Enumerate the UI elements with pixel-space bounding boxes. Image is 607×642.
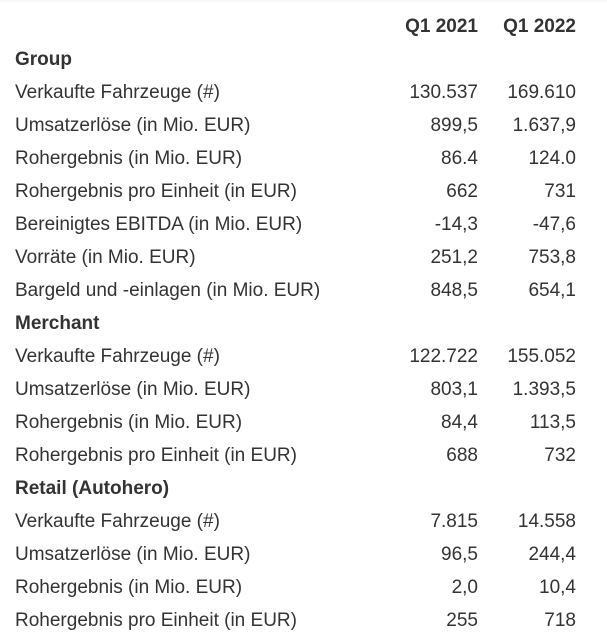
row-label: Bereinigtes EBITDA (in Mio. EUR) <box>15 214 303 235</box>
cell-value: 244,4 <box>528 544 576 565</box>
row-label: Rohergebnis pro Einheit (in EUR) <box>15 445 297 466</box>
table-row: Rohergebnis (in Mio. EUR) 86.4 124.0 <box>15 142 576 175</box>
cell-value: 7.815 <box>430 511 478 532</box>
table-row: Rohergebnis (in Mio. EUR) 84,4 113,5 <box>15 406 576 439</box>
row-label: Vorräte (in Mio. EUR) <box>15 247 196 268</box>
cell-value: 688 <box>446 445 478 466</box>
cell-value: 255 <box>446 610 478 631</box>
cell-value: 2,0 <box>451 577 478 598</box>
row-label: Bargeld und -einlagen (in Mio. EUR) <box>15 280 321 301</box>
row-label: Verkaufte Fahrzeuge (#) <box>15 82 220 103</box>
column-header: Q1 2022 <box>503 16 576 37</box>
cell-value: 718 <box>544 610 576 631</box>
table-row: Rohergebnis pro Einheit (in EUR) 688 732 <box>15 439 576 472</box>
cell-value: 848,5 <box>430 280 478 301</box>
cell-value: 122.722 <box>409 346 478 367</box>
row-label: Verkaufte Fahrzeuge (#) <box>15 346 220 367</box>
column-header-row: Q1 2021 Q1 2022 <box>15 10 576 43</box>
cell-value: 10,4 <box>539 577 576 598</box>
table-row: Rohergebnis (in Mio. EUR) 2,0 10,4 <box>15 571 576 604</box>
quarterly-results-table: Q1 2021 Q1 2022 Group Verkaufte Fahrzeuge … <box>15 10 576 637</box>
row-label: Umsatzerlöse (in Mio. EUR) <box>15 379 251 400</box>
row-label: Verkaufte Fahrzeuge (#) <box>15 511 220 532</box>
row-label: Umsatzerlöse (in Mio. EUR) <box>15 115 251 136</box>
table-row: Bereinigtes EBITDA (in Mio. EUR) -14,3 -47… <box>15 208 576 241</box>
cell-value: 251,2 <box>430 247 478 268</box>
row-label: Rohergebnis (in Mio. EUR) <box>15 412 243 433</box>
table-row: Umsatzerlöse (in Mio. EUR) 803,1 1.393,5 <box>15 373 576 406</box>
row-label: Rohergebnis (in Mio. EUR) <box>15 148 243 169</box>
cell-value: 84,4 <box>441 412 478 433</box>
cell-value: 654,1 <box>528 280 576 301</box>
cell-value: 124.0 <box>528 148 576 169</box>
table-row: Umsatzerlöse (in Mio. EUR) 899,5 1.637,9 <box>15 109 576 142</box>
cell-value: 731 <box>544 181 576 202</box>
cell-value: 1.637,9 <box>512 115 576 136</box>
row-label: Umsatzerlöse (in Mio. EUR) <box>15 544 251 565</box>
table-row: Verkaufte Fahrzeuge (#) 130.537 169.610 <box>15 76 576 109</box>
section-header-row: Merchant <box>15 307 576 340</box>
cell-value: -14,3 <box>434 214 478 235</box>
cell-value: 1.393,5 <box>512 379 576 400</box>
table-row: Verkaufte Fahrzeuge (#) 122.722 155.052 <box>15 340 576 373</box>
table-body: Group Verkaufte Fahrzeuge (#) 130.537 169.6… <box>15 43 576 637</box>
table-row: Bargeld und -einlagen (in Mio. EUR) 848,5… <box>15 274 576 307</box>
section-header-row: Retail (Autohero) <box>15 472 576 505</box>
section-header: Retail (Autohero) <box>15 478 170 499</box>
cell-value: 732 <box>544 445 576 466</box>
section-header: Group <box>15 49 72 70</box>
row-label: Rohergebnis (in Mio. EUR) <box>15 577 243 598</box>
cell-value: 169.610 <box>507 82 576 103</box>
cell-value: 155.052 <box>507 346 576 367</box>
cell-value: 899,5 <box>430 115 478 136</box>
table-row: Rohergebnis pro Einheit (in EUR) 255 718 <box>15 604 576 637</box>
section-header: Merchant <box>15 313 100 334</box>
cell-value: 113,5 <box>529 412 576 433</box>
column-header: Q1 2021 <box>405 16 478 37</box>
table-row: Vorräte (in Mio. EUR) 251,2 753,8 <box>15 241 576 274</box>
cell-value: 14.558 <box>517 511 576 532</box>
table-row: Umsatzerlöse (in Mio. EUR) 96,5 244,4 <box>15 538 576 571</box>
section-header-row: Group <box>15 43 576 76</box>
cell-value: -47,6 <box>532 214 576 235</box>
row-label: Rohergebnis pro Einheit (in EUR) <box>15 610 297 631</box>
column-header-empty <box>15 10 390 43</box>
cell-value: 753,8 <box>528 247 576 268</box>
cell-value: 96,5 <box>441 544 478 565</box>
cell-value: 86.4 <box>441 148 478 169</box>
table-row: Rohergebnis pro Einheit (in EUR) 662 731 <box>15 175 576 208</box>
table-row: Verkaufte Fahrzeuge (#) 7.815 14.558 <box>15 505 576 538</box>
cell-value: 803,1 <box>430 379 478 400</box>
row-label: Rohergebnis pro Einheit (in EUR) <box>15 181 297 202</box>
cell-value: 130.537 <box>409 82 478 103</box>
cell-value: 662 <box>446 181 478 202</box>
